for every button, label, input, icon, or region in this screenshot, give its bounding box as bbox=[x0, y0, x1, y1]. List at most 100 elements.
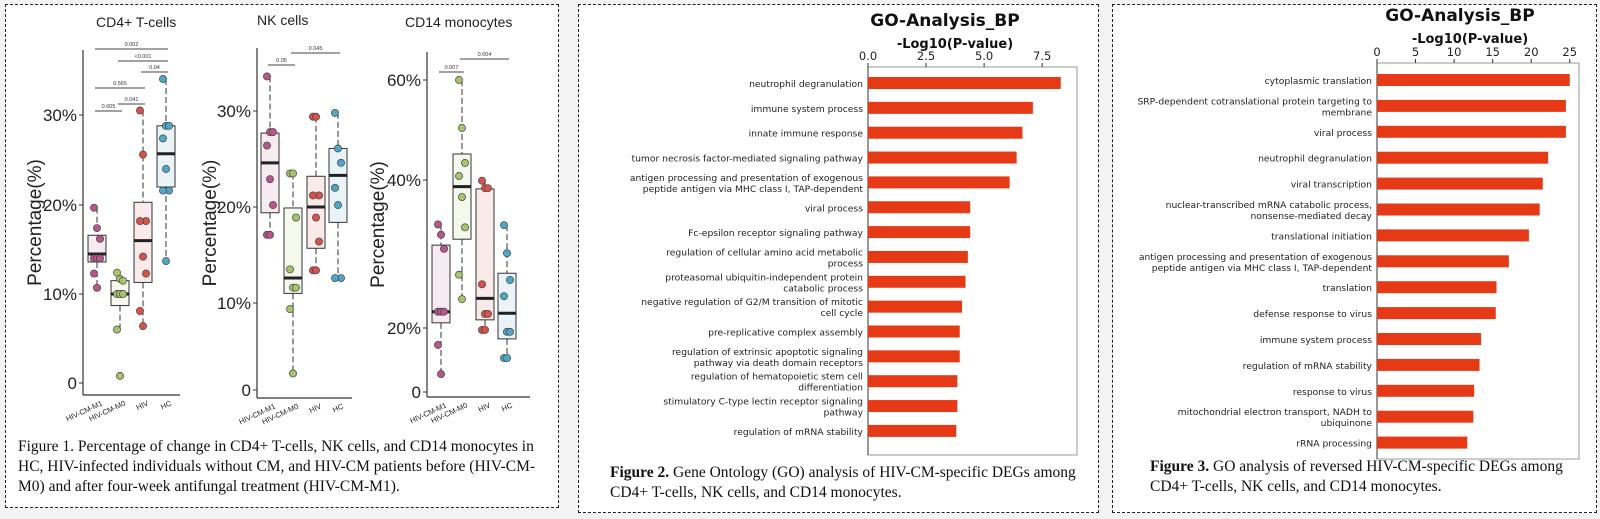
go-bp-fig2-title: GO-Analysis_BP bbox=[870, 11, 1019, 31]
go-bp-fig2-category-label: viral process bbox=[805, 203, 863, 214]
go-bp-fig3-bar bbox=[1377, 203, 1540, 216]
data-point bbox=[455, 172, 463, 180]
go-bp-fig3-bar bbox=[1377, 151, 1549, 164]
y-axis-label: Percentage(%) bbox=[25, 159, 46, 286]
go-bp-fig2-x-tick-label: 7.5 bbox=[1033, 49, 1051, 63]
box-HC bbox=[497, 272, 517, 340]
go-bp-fig2-bar bbox=[868, 101, 1033, 114]
data-point bbox=[119, 276, 127, 285]
go-bp-fig2-x-tick-label: 0.0 bbox=[859, 49, 877, 63]
go-bp-fig3-title: GO-Analysis_BP bbox=[1385, 6, 1534, 26]
go-bp-fig3-category-label: translation bbox=[1323, 283, 1373, 294]
go-bp-fig3-category-label: cytoplasmic translation bbox=[1265, 76, 1373, 87]
data-point bbox=[455, 270, 463, 279]
data-point bbox=[93, 224, 101, 233]
go-bp-fig3-category-label: nonsense-mediated decay bbox=[1250, 211, 1372, 222]
go-bp-fig3-category-label: mitochondrial electron transport, NADH t… bbox=[1178, 407, 1373, 418]
data-point bbox=[312, 112, 320, 121]
p-value-label: 0.002 bbox=[125, 42, 139, 48]
go-bp-fig2-category-label: regulation of mRNA stability bbox=[734, 427, 864, 438]
go-bp-fig3-bar bbox=[1377, 358, 1480, 371]
figure2-caption: Figure 2. Gene Ontology (GO) analysis of… bbox=[610, 463, 1080, 503]
data-point bbox=[90, 203, 98, 212]
figure2-caption-label: Figure 2. bbox=[610, 464, 670, 481]
x-tick-label: HIV bbox=[308, 402, 323, 415]
go-bp-fig2-category-label: process bbox=[828, 258, 864, 269]
figure3-caption-text: GO analysis of reversed HIV-CM-specific … bbox=[1150, 458, 1563, 495]
data-point bbox=[116, 371, 124, 380]
go-bp-fig2-category-label: Fc-epsilon receptor signaling pathway bbox=[688, 228, 863, 239]
go-bp-fig3-category-label: regulation of mRNA stability bbox=[1243, 361, 1373, 372]
data-point bbox=[331, 183, 339, 192]
go-bp-fig2-category-label: cell cycle bbox=[821, 308, 864, 319]
go-bp-fig3-bar bbox=[1377, 333, 1482, 345]
p-value-label: <0.001 bbox=[135, 54, 152, 60]
data-point bbox=[136, 106, 144, 115]
go-bp-fig2-category-label: proteasomal ubiquitin-independent protei… bbox=[665, 272, 863, 283]
data-point bbox=[506, 275, 514, 284]
y-tick-label: 10% bbox=[217, 294, 251, 313]
box-HIV-CM-M0 bbox=[283, 207, 303, 294]
data-point bbox=[440, 244, 448, 253]
go-bp-fig2-bar bbox=[868, 325, 960, 338]
go-bp-fig3-x-axis-label: -Log10(P-value) bbox=[1412, 32, 1528, 47]
go-bp-fig2-bar bbox=[868, 400, 958, 413]
data-point bbox=[269, 128, 277, 137]
data-point bbox=[309, 191, 317, 200]
p-value-label: 0.045 bbox=[309, 46, 323, 52]
go-bp-fig3-bar bbox=[1377, 410, 1474, 423]
go-bp-fig2-bar bbox=[868, 77, 1061, 89]
data-point bbox=[165, 121, 173, 130]
go-bp-fig3-bar bbox=[1377, 99, 1566, 112]
data-point bbox=[440, 307, 448, 316]
go-bp-fig2-category-label: tumor necrosis factor-mediated signaling… bbox=[631, 154, 863, 165]
data-point bbox=[286, 265, 294, 274]
data-point bbox=[289, 369, 297, 378]
y-axis-label: Percentage(%) bbox=[368, 161, 389, 288]
data-point bbox=[119, 290, 127, 298]
p-value-label: 0.04 bbox=[149, 65, 160, 71]
data-point bbox=[461, 223, 469, 232]
data-point bbox=[503, 354, 511, 363]
data-point bbox=[159, 186, 167, 195]
data-point bbox=[484, 309, 492, 318]
y-tick-label: 30% bbox=[43, 106, 77, 125]
go-bp-fig2-category-label: regulation of extrinsic apoptotic signal… bbox=[672, 347, 863, 358]
data-point bbox=[437, 230, 445, 239]
go-bp-fig3-category-label: rRNA processing bbox=[1296, 439, 1372, 450]
go-bp-fig2-x-axis-label: -Log10(P-value) bbox=[897, 37, 1013, 52]
data-point bbox=[331, 108, 339, 117]
go-bp-fig2-category-label: pathway bbox=[824, 408, 864, 419]
p-value-label: 0.005 bbox=[102, 104, 116, 110]
go-bp-fig3-category-label: viral process bbox=[1314, 128, 1372, 139]
go-bp-fig2-category-label: neutrophil degranulation bbox=[749, 79, 863, 90]
go-bp-fig3-category-label: antigen processing and presentation of e… bbox=[1139, 252, 1372, 263]
go-bp-fig2-category-label: antigen processing and presentation of e… bbox=[630, 173, 863, 184]
data-point bbox=[312, 213, 320, 222]
data-point bbox=[484, 184, 492, 193]
go-bp-fig3-x-tick-label: 15 bbox=[1485, 45, 1500, 59]
x-tick-label: HC bbox=[500, 400, 514, 413]
x-tick-label: HIV bbox=[135, 399, 150, 412]
data-point bbox=[113, 325, 121, 334]
go-bp-fig2-category-label: regulation of hematopoietic stem cell bbox=[691, 372, 863, 383]
box-HC bbox=[156, 125, 176, 188]
go-bp-fig2-category-label: catabolic process bbox=[783, 283, 863, 294]
go-bp-fig2-x-tick-label: 5.0 bbox=[975, 49, 993, 63]
go-bp-fig3-category-label: immune system process bbox=[1260, 335, 1372, 346]
go-bp-fig3-bar bbox=[1377, 307, 1496, 320]
y-tick-label: 20% bbox=[43, 196, 77, 215]
data-point bbox=[334, 201, 342, 210]
go-bp-fig3-bar bbox=[1377, 74, 1570, 86]
go-bp-fig2-bar bbox=[868, 226, 971, 239]
p-value-label: 0.05 bbox=[276, 58, 287, 64]
y-tick-label: 30% bbox=[217, 102, 251, 121]
go-bp-fig2-category-label: pre-replicative complex assembly bbox=[708, 328, 863, 339]
figure3-caption: Figure 3. GO analysis of reversed HIV-CM… bbox=[1150, 457, 1590, 497]
go-bp-fig3-bar bbox=[1377, 125, 1566, 138]
go-bp-fig3-category-label: SRP-dependent cotranslational protein ta… bbox=[1137, 96, 1372, 107]
go-bp-fig2-category-label: pathway via death domain receptors bbox=[694, 358, 863, 369]
y-tick-label: 0 bbox=[242, 381, 251, 400]
go-bp-fig2-bar bbox=[868, 424, 957, 437]
data-point bbox=[334, 144, 342, 153]
